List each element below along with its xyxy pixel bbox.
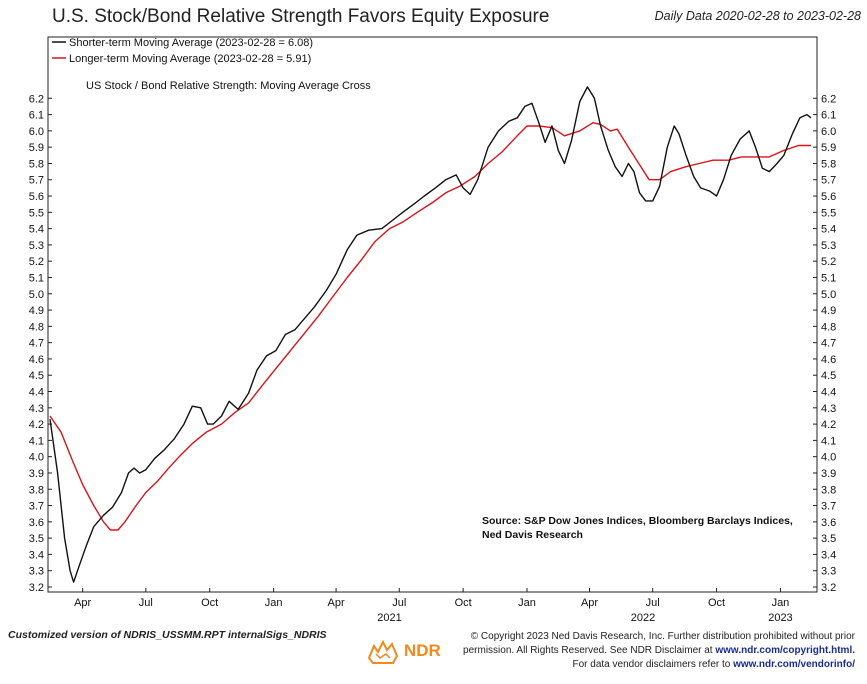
y-tick-label-left: 4.1: [29, 435, 44, 447]
y-tick-label-right: 4.7: [821, 338, 836, 350]
y-tick-label-right: 5.0: [821, 289, 836, 301]
y-tick-label-left: 3.8: [29, 484, 44, 496]
legend-label-long: Longer-term Moving Average (2023-02-28 =…: [69, 53, 311, 65]
date-range-label: Daily Data 2020-02-28 to 2023-02-28: [654, 9, 861, 23]
x-tick-label: Jan: [518, 597, 536, 609]
x-tick-label: Apr: [581, 597, 598, 609]
plot-border: [47, 36, 818, 593]
copyright-link[interactable]: www.ndr.com/copyright.html.: [715, 645, 855, 656]
y-tick-label-left: 4.5: [29, 370, 44, 382]
logo-text: NDR: [404, 641, 441, 660]
footer-report-name: Customized version of NDRIS_USSMM.RPT in…: [8, 629, 327, 641]
y-tick-label-left: 4.4: [29, 387, 44, 399]
y-tick-label-left: 4.3: [29, 403, 44, 415]
copyright-line-3: For data vendor disclaimers refer to www…: [572, 659, 856, 670]
y-tick-label-left: 3.3: [29, 566, 44, 578]
y-tick-label-left: 5.1: [29, 272, 44, 284]
y-tick-label-left: 3.5: [29, 533, 44, 545]
y-tick-label-right: 4.4: [821, 387, 836, 399]
y-tick-label-left: 4.7: [29, 338, 44, 350]
x-tick-label: Jan: [772, 597, 790, 609]
x-tick-label: Oct: [455, 597, 472, 609]
y-tick-label-right: 5.8: [821, 158, 836, 170]
y-tick-label-left: 3.7: [29, 501, 44, 513]
y-tick-label-right: 3.6: [821, 517, 836, 529]
y-tick-label-right: 3.5: [821, 533, 836, 545]
x-year-label: 2023: [768, 612, 792, 624]
y-tick-label-right: 5.3: [821, 240, 836, 252]
y-tick-label-left: 6.2: [29, 93, 44, 105]
long-ma-line: [49, 122, 811, 531]
y-tick-label-right: 4.6: [821, 354, 836, 366]
y-tick-label-left: 3.4: [29, 549, 44, 561]
x-tick-label: Apr: [74, 597, 91, 609]
x-tick-label: Jan: [265, 597, 283, 609]
y-tick-label-right: 5.4: [821, 224, 836, 236]
y-tick-label-left: 5.6: [29, 191, 44, 203]
x-tick-label: Oct: [708, 597, 725, 609]
y-tick-label-right: 5.7: [821, 175, 836, 187]
x-tick-label: Oct: [201, 597, 218, 609]
y-tick-label-right: 3.2: [821, 582, 836, 594]
y-tick-label-right: 5.2: [821, 256, 836, 268]
y-tick-label-left: 4.2: [29, 419, 44, 431]
y-tick-label-right: 5.1: [821, 272, 836, 284]
y-tick-label-right: 4.2: [821, 419, 836, 431]
y-tick-label-left: 5.8: [29, 158, 44, 170]
y-tick-label-right: 3.3: [821, 566, 836, 578]
chart-subtitle: US Stock / Bond Relative Strength: Movin…: [86, 80, 371, 92]
y-tick-label-left: 3.2: [29, 582, 44, 594]
y-tick-label-right: 3.8: [821, 484, 836, 496]
y-tick-label-left: 5.0: [29, 289, 44, 301]
y-tick-label-left: 4.9: [29, 305, 44, 317]
x-tick-label: Apr: [328, 597, 345, 609]
y-tick-label-left: 5.2: [29, 256, 44, 268]
y-tick-label-left: 4.0: [29, 452, 44, 464]
y-tick-label-left: 5.4: [29, 224, 44, 236]
y-tick-label-left: 5.5: [29, 207, 44, 219]
y-tick-label-right: 3.9: [821, 468, 836, 480]
y-tick-label-right: 5.9: [821, 142, 836, 154]
y-tick-label-left: 6.0: [29, 126, 44, 138]
x-year-label: 2022: [631, 612, 655, 624]
copyright-line-1: © Copyright 2023 Ned Davis Research, Inc…: [470, 631, 855, 642]
bull-bear-icon: [367, 639, 399, 664]
legend-label-short: Shorter-term Moving Average (2023-02-28 …: [69, 37, 313, 49]
y-tick-label-right: 3.4: [821, 549, 836, 561]
x-tick-label: Jul: [646, 597, 660, 609]
ndr-logo: NDR: [366, 636, 441, 666]
y-tick-label-left: 4.6: [29, 354, 44, 366]
vendor-info-link[interactable]: www.ndr.com/vendorinfo/: [733, 659, 855, 670]
x-year-label: 2021: [377, 612, 401, 624]
short-ma-line: [49, 86, 812, 583]
y-tick-label-left: 6.1: [29, 110, 44, 122]
y-tick-label-right: 6.0: [821, 126, 836, 138]
y-tick-label-left: 3.6: [29, 517, 44, 529]
footer-copyright: © Copyright 2023 Ned Davis Research, Inc…: [463, 630, 855, 672]
y-tick-label-right: 4.9: [821, 305, 836, 317]
y-tick-label-right: 4.5: [821, 370, 836, 382]
y-tick-label-left: 5.3: [29, 240, 44, 252]
source-line-2: Ned Davis Research: [482, 529, 583, 541]
chart-title-header: U.S. Stock/Bond Relative Strength Favors…: [52, 6, 550, 27]
y-tick-label-right: 4.8: [821, 321, 836, 333]
y-tick-label-right: 5.5: [821, 207, 836, 219]
y-tick-label-left: 3.9: [29, 468, 44, 480]
y-tick-label-right: 6.1: [821, 110, 836, 122]
y-tick-label-left: 4.8: [29, 321, 44, 333]
y-tick-label-right: 3.7: [821, 501, 836, 513]
y-tick-label-right: 4.0: [821, 452, 836, 464]
y-tick-label-left: 5.9: [29, 142, 44, 154]
source-line-1: Source: S&P Dow Jones Indices, Bloomberg…: [482, 515, 793, 527]
copyright-line-2: permission. All Rights Reserved. See NDR…: [463, 645, 855, 656]
x-tick-label: Jul: [392, 597, 406, 609]
y-tick-label-right: 4.3: [821, 403, 836, 415]
y-tick-label-left: 5.7: [29, 175, 44, 187]
y-tick-label-right: 4.1: [821, 435, 836, 447]
y-tick-label-right: 5.6: [821, 191, 836, 203]
x-tick-label: Jul: [139, 597, 153, 609]
y-tick-label-right: 6.2: [821, 93, 836, 105]
